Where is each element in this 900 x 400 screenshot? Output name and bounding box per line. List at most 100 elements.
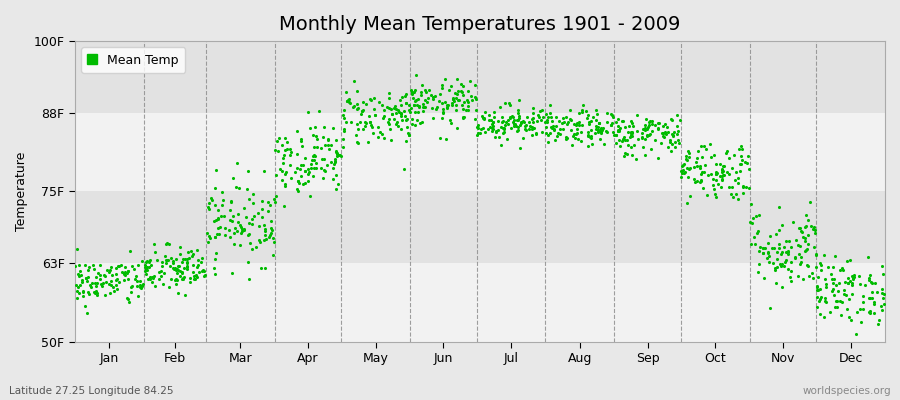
Point bbox=[400, 124, 414, 130]
Point bbox=[840, 258, 854, 264]
Point bbox=[85, 280, 99, 286]
Point bbox=[618, 136, 633, 143]
Point bbox=[814, 267, 829, 274]
Point bbox=[295, 142, 310, 149]
Point bbox=[642, 122, 656, 128]
Point bbox=[571, 136, 585, 142]
Point bbox=[467, 116, 482, 122]
Point bbox=[192, 269, 206, 275]
Point bbox=[214, 189, 229, 195]
Point bbox=[112, 279, 126, 285]
Point bbox=[500, 136, 514, 143]
Point bbox=[394, 102, 409, 108]
Point bbox=[399, 116, 413, 123]
Point bbox=[845, 272, 859, 279]
Point bbox=[464, 93, 479, 100]
Point bbox=[210, 231, 224, 238]
Point bbox=[140, 271, 154, 278]
Point bbox=[867, 310, 881, 317]
Point bbox=[485, 125, 500, 131]
Point bbox=[868, 280, 882, 287]
Point bbox=[366, 106, 381, 112]
Point bbox=[589, 126, 603, 133]
Point bbox=[421, 94, 436, 101]
Point bbox=[340, 98, 355, 104]
Point bbox=[553, 126, 567, 132]
Point bbox=[355, 108, 369, 114]
Point bbox=[245, 246, 259, 252]
Point bbox=[788, 237, 803, 243]
Point bbox=[491, 127, 505, 134]
Point bbox=[769, 267, 783, 273]
Point bbox=[363, 118, 377, 125]
Point bbox=[301, 166, 315, 172]
Point bbox=[208, 202, 222, 208]
Point bbox=[543, 110, 557, 116]
Point bbox=[773, 261, 788, 267]
Point bbox=[170, 270, 184, 276]
Point bbox=[328, 137, 343, 143]
Point bbox=[329, 186, 344, 192]
Point bbox=[184, 248, 198, 254]
Point bbox=[708, 170, 723, 177]
Point bbox=[190, 274, 204, 280]
Point bbox=[351, 105, 365, 111]
Point bbox=[411, 103, 426, 110]
Point bbox=[756, 250, 770, 256]
Point bbox=[659, 131, 673, 137]
Point bbox=[690, 155, 705, 162]
Point bbox=[435, 84, 449, 91]
Point bbox=[76, 289, 90, 295]
Point bbox=[599, 129, 614, 135]
Point bbox=[688, 159, 703, 165]
Point bbox=[796, 276, 810, 282]
Point bbox=[760, 249, 775, 256]
Point bbox=[537, 119, 552, 125]
Point bbox=[608, 132, 623, 138]
Point bbox=[277, 152, 292, 158]
Point bbox=[591, 127, 606, 134]
Point bbox=[109, 270, 123, 277]
Point bbox=[436, 106, 451, 112]
Point bbox=[793, 261, 807, 267]
Point bbox=[694, 170, 708, 177]
Point bbox=[594, 130, 608, 136]
Point bbox=[116, 270, 130, 276]
Point bbox=[572, 118, 586, 125]
Point bbox=[583, 133, 598, 140]
Point bbox=[311, 108, 326, 114]
Point bbox=[451, 97, 465, 104]
Point bbox=[564, 127, 579, 133]
Point bbox=[662, 139, 677, 146]
Point bbox=[263, 231, 277, 238]
Point bbox=[329, 150, 344, 156]
Point bbox=[248, 244, 263, 250]
Point bbox=[374, 131, 389, 137]
Point bbox=[485, 121, 500, 128]
Point bbox=[355, 108, 369, 114]
Point bbox=[374, 129, 388, 135]
Point bbox=[270, 138, 284, 145]
Point bbox=[581, 132, 596, 138]
Point bbox=[102, 269, 116, 275]
Point bbox=[511, 110, 526, 116]
Point bbox=[833, 298, 848, 305]
Point bbox=[207, 265, 221, 271]
Point bbox=[544, 114, 559, 120]
Point bbox=[620, 142, 634, 148]
Point bbox=[145, 278, 159, 285]
Point bbox=[637, 127, 652, 134]
Point bbox=[124, 289, 139, 295]
Point bbox=[450, 125, 464, 132]
Point bbox=[496, 130, 510, 136]
Point bbox=[681, 166, 696, 172]
Point bbox=[338, 118, 353, 125]
Point bbox=[167, 276, 182, 283]
Point bbox=[195, 255, 210, 261]
Point bbox=[405, 121, 419, 128]
Point bbox=[743, 201, 758, 207]
Point bbox=[416, 100, 430, 107]
Point bbox=[512, 145, 526, 152]
Point bbox=[382, 95, 397, 101]
Point bbox=[166, 265, 180, 272]
